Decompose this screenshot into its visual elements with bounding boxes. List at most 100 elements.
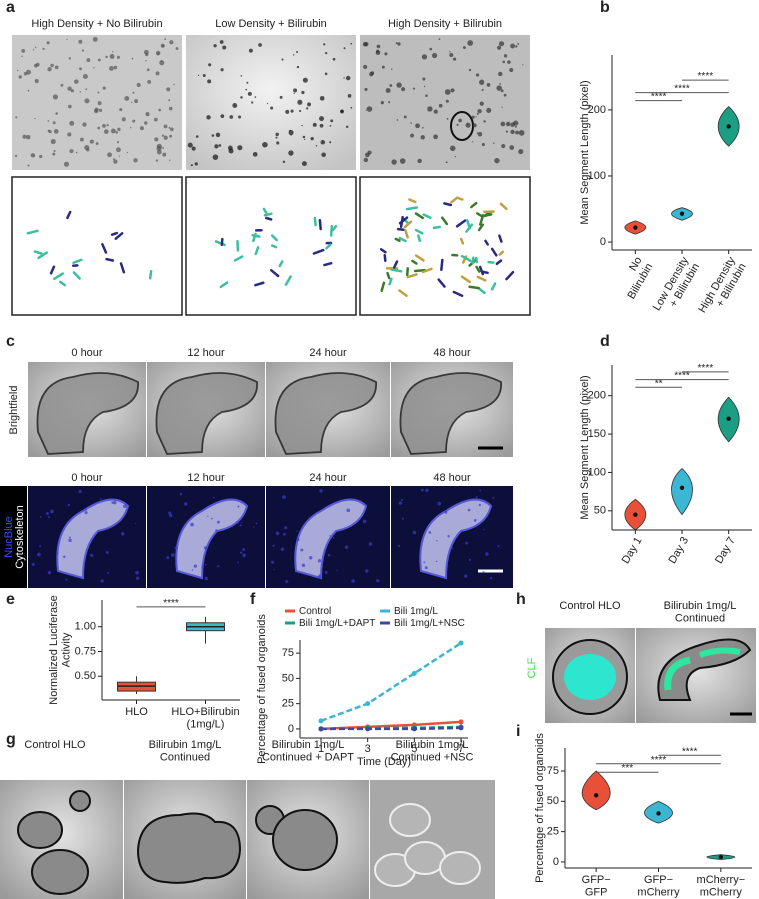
segment [475, 265, 481, 273]
cell [204, 576, 208, 581]
cell [307, 102, 311, 107]
cell [47, 570, 52, 575]
x-tick-label: HLO+Bilirubin (1mg/L) [171, 706, 239, 731]
cell [513, 120, 519, 126]
segment [490, 282, 497, 291]
cell [68, 536, 71, 539]
cell [431, 52, 438, 59]
cell [46, 41, 50, 45]
organoid [175, 498, 249, 580]
time-label: 24 hour [309, 347, 347, 359]
cell [207, 79, 212, 84]
cell [465, 122, 471, 128]
cell [445, 99, 449, 103]
cell [423, 561, 426, 564]
segment [270, 234, 278, 242]
cell [412, 87, 416, 90]
cell [190, 522, 194, 527]
cell [424, 566, 428, 570]
cell [299, 109, 302, 113]
cell [201, 565, 205, 569]
cell [81, 49, 85, 52]
cell [364, 87, 368, 92]
cell [131, 101, 133, 103]
segment [37, 251, 49, 260]
y-tick-label: 100 [588, 466, 606, 478]
segment [498, 250, 505, 256]
cell [496, 45, 502, 50]
significance-label: **** [163, 598, 179, 609]
cell [498, 41, 505, 47]
cell [135, 522, 137, 525]
cell [97, 101, 102, 106]
cell [246, 81, 249, 84]
cell [34, 117, 36, 120]
cell [343, 47, 346, 50]
significance-label: **** [651, 754, 667, 765]
cell [436, 539, 438, 542]
point [458, 640, 464, 646]
point [318, 726, 324, 732]
cell [90, 553, 94, 557]
cell [425, 94, 428, 97]
y-tick-label: 0.75 [75, 645, 96, 657]
cell [285, 580, 289, 584]
organoid [389, 803, 431, 837]
segment [312, 248, 325, 255]
cell [272, 544, 275, 547]
cell [18, 75, 22, 79]
cell [515, 45, 518, 48]
cell [16, 69, 19, 72]
cell [475, 495, 478, 499]
segment [408, 198, 417, 204]
cell [93, 67, 95, 69]
cell [237, 505, 240, 508]
x-tick-label: NoBilirubin [614, 255, 655, 301]
segment [413, 268, 426, 273]
cell [47, 67, 52, 72]
cell [84, 511, 88, 515]
panel-title: Bilirubin 1mg/L Continued +NSC [391, 739, 474, 764]
cell [288, 150, 294, 156]
cell [195, 135, 199, 138]
cell [296, 537, 300, 542]
median-point [593, 793, 599, 798]
cell [279, 95, 283, 99]
legend-label: Bili 1mg/L [394, 606, 438, 617]
x-tick-label: 3 [365, 743, 371, 755]
cell [79, 137, 84, 142]
cell [438, 103, 443, 108]
y-tick-label: 50 [594, 505, 606, 517]
cell [467, 40, 474, 46]
segment [476, 275, 487, 282]
cell [293, 88, 298, 93]
segment [105, 257, 115, 262]
cell [325, 52, 328, 55]
y-axis-title: Normalized LuciferaseActivity [48, 595, 73, 704]
time-label: 24 hour [309, 472, 347, 484]
cell [65, 578, 68, 581]
cell [220, 68, 224, 72]
x-tick-label: mCherry− mCherry [697, 874, 746, 899]
x-tick-label: Day 7 [713, 535, 738, 566]
segment [284, 275, 292, 286]
cell [86, 148, 90, 152]
cell [30, 153, 36, 158]
cell [255, 522, 258, 525]
organoid [272, 809, 338, 871]
image [186, 35, 356, 170]
segment [470, 201, 478, 209]
cell [297, 99, 303, 105]
cell [465, 541, 469, 545]
cell [162, 152, 167, 157]
cell [503, 54, 508, 58]
cell [116, 147, 121, 153]
cell [433, 134, 438, 140]
segment [411, 259, 418, 265]
series-line [321, 726, 462, 731]
cell [496, 85, 502, 91]
cell [301, 90, 305, 95]
x-tick-label: Day 1 [620, 535, 645, 566]
median-point [726, 416, 731, 421]
cell [499, 83, 502, 85]
